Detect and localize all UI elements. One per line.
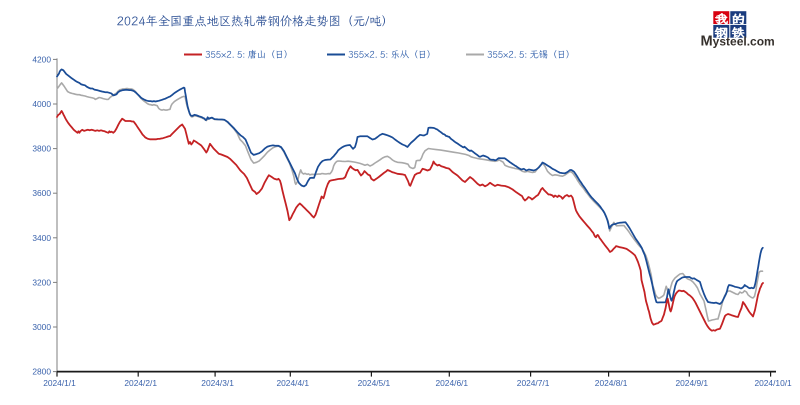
svg-text:3200: 3200	[32, 277, 51, 287]
svg-text:2024/5/1: 2024/5/1	[358, 378, 391, 388]
svg-text:2024/6/1: 2024/6/1	[435, 378, 468, 388]
svg-text:2024/9/1: 2024/9/1	[675, 378, 708, 388]
svg-text:3800: 3800	[32, 144, 51, 154]
svg-text:2024/7/1: 2024/7/1	[517, 378, 550, 388]
svg-text:2024/1/1: 2024/1/1	[43, 378, 76, 388]
svg-text:3400: 3400	[32, 233, 51, 243]
svg-text:2024/10/1: 2024/10/1	[754, 378, 792, 388]
svg-text:2024/4/1: 2024/4/1	[276, 378, 309, 388]
svg-text:2800: 2800	[32, 367, 51, 377]
svg-text:4200: 4200	[32, 54, 51, 64]
svg-text:3600: 3600	[32, 188, 51, 198]
svg-text:2024/2/1: 2024/2/1	[124, 378, 157, 388]
svg-text:3000: 3000	[32, 322, 51, 332]
svg-text:Mysteel.com: Mysteel.com	[701, 33, 775, 49]
svg-text:2024/8/1: 2024/8/1	[595, 378, 628, 388]
svg-text:4000: 4000	[32, 99, 51, 109]
svg-text:2024/3/1: 2024/3/1	[201, 378, 234, 388]
